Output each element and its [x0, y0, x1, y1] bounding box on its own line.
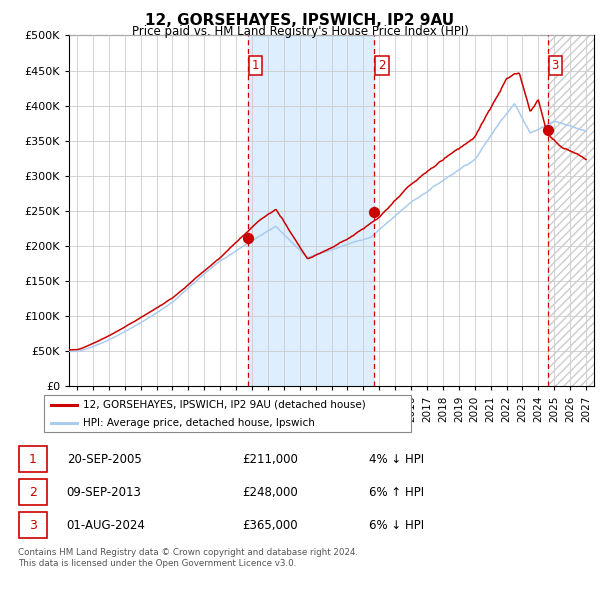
Point [370, 208, 379, 217]
Text: 2: 2 [378, 59, 386, 72]
Text: 12, GORSEHAYES, IPSWICH, IP2 9AU: 12, GORSEHAYES, IPSWICH, IP2 9AU [145, 13, 455, 28]
Text: 4% ↓ HPI: 4% ↓ HPI [369, 453, 424, 466]
Text: 3: 3 [29, 519, 37, 532]
Bar [548, 35, 594, 386]
Text: 3: 3 [551, 59, 559, 72]
Text: This data is licensed under the Open Government Licence v3.0.: This data is licensed under the Open Gov… [18, 559, 296, 568]
Bar [548, 35, 594, 386]
Bar [248, 35, 374, 386]
FancyBboxPatch shape [44, 395, 412, 432]
Text: £248,000: £248,000 [242, 486, 298, 499]
Text: 01-AUG-2024: 01-AUG-2024 [67, 519, 146, 532]
Text: 20-SEP-2005: 20-SEP-2005 [67, 453, 142, 466]
Text: 09-SEP-2013: 09-SEP-2013 [67, 486, 142, 499]
Text: 1: 1 [251, 59, 259, 72]
Text: 6% ↑ HPI: 6% ↑ HPI [369, 486, 424, 499]
Text: £211,000: £211,000 [242, 453, 298, 466]
Text: £365,000: £365,000 [242, 519, 298, 532]
FancyBboxPatch shape [19, 480, 47, 505]
Point [243, 234, 253, 243]
Text: 1: 1 [29, 453, 37, 466]
Text: Contains HM Land Registry data © Crown copyright and database right 2024.: Contains HM Land Registry data © Crown c… [18, 548, 358, 556]
Point [543, 126, 553, 135]
FancyBboxPatch shape [19, 513, 47, 538]
Text: 12, GORSEHAYES, IPSWICH, IP2 9AU (detached house): 12, GORSEHAYES, IPSWICH, IP2 9AU (detach… [83, 400, 365, 410]
Text: 2: 2 [29, 486, 37, 499]
Text: Price paid vs. HM Land Registry's House Price Index (HPI): Price paid vs. HM Land Registry's House … [131, 25, 469, 38]
Text: 6% ↓ HPI: 6% ↓ HPI [369, 519, 424, 532]
Text: HPI: Average price, detached house, Ipswich: HPI: Average price, detached house, Ipsw… [83, 418, 315, 428]
FancyBboxPatch shape [19, 447, 47, 472]
